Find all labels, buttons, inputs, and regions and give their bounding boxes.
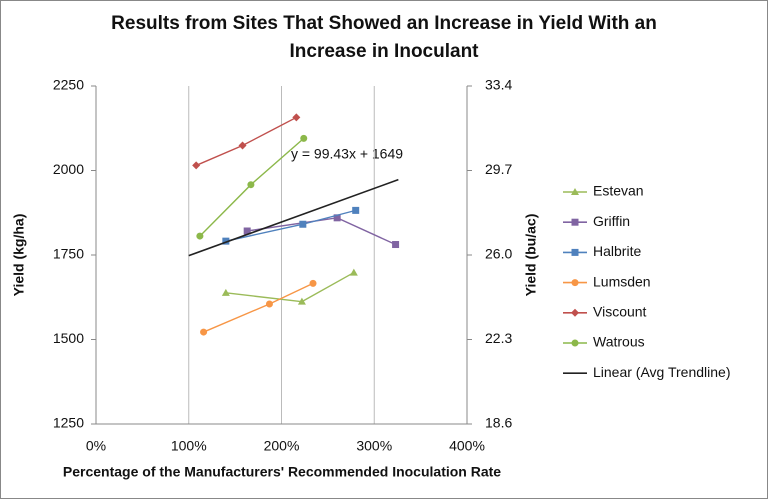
marker — [238, 141, 247, 150]
marker — [299, 220, 307, 228]
trend-equation: y = 99.43x + 1649 — [291, 146, 403, 162]
legend-label: Griffin — [593, 213, 630, 229]
marker — [349, 268, 358, 276]
marker — [392, 241, 400, 249]
marker — [292, 113, 301, 122]
y-tick-label: 1750 — [53, 246, 84, 262]
chart-title: Results from Sites That Showed an Increa… — [111, 13, 657, 62]
marker — [221, 288, 230, 296]
marker — [265, 300, 273, 308]
legend-label: Viscount — [593, 304, 647, 320]
marker — [300, 134, 308, 142]
marker — [247, 181, 255, 189]
y-tick-label: 1250 — [53, 415, 84, 431]
x-tick-label: 300% — [356, 438, 392, 454]
series-line — [188, 178, 399, 257]
y2-tick-label: 18.6 — [485, 415, 512, 431]
marker — [571, 218, 579, 226]
marker — [243, 227, 251, 235]
series-line — [225, 271, 355, 303]
y2-tick-label: 33.4 — [485, 77, 512, 93]
legend-label: Lumsden — [593, 273, 651, 289]
y2-axis-label: Yield (bu/ac) — [523, 214, 539, 297]
marker — [571, 248, 579, 256]
series-line — [225, 209, 356, 242]
marker — [297, 297, 306, 305]
legend-label: Estevan — [593, 183, 644, 199]
marker — [571, 279, 579, 287]
y-tick-label: 2000 — [53, 161, 84, 177]
y-tick-label: 2250 — [53, 77, 84, 93]
marker — [196, 232, 204, 240]
marker — [200, 328, 208, 336]
marker — [333, 214, 341, 222]
marker — [309, 279, 317, 287]
marker — [222, 237, 230, 245]
legend-label: Halbrite — [593, 243, 641, 259]
legend-label: Linear (Avg Trendline) — [593, 364, 730, 380]
marker — [571, 308, 579, 317]
x-axis-label: Percentage of the Manufacturers' Recomme… — [63, 464, 501, 480]
y2-tick-label: 22.3 — [485, 330, 512, 346]
y-axis-label: Yield (kg/ha) — [11, 214, 27, 297]
marker — [352, 206, 360, 214]
marker — [571, 188, 579, 195]
y2-tick-label: 29.7 — [485, 161, 512, 177]
x-tick-label: 0% — [86, 438, 106, 454]
y2-tick-label: 26.0 — [485, 246, 512, 262]
x-tick-label: 100% — [171, 438, 207, 454]
marker — [571, 339, 579, 347]
legend-label: Watrous — [593, 334, 645, 350]
x-tick-label: 200% — [264, 438, 300, 454]
x-tick-label: 400% — [449, 438, 485, 454]
marker — [192, 161, 201, 170]
y-tick-label: 1500 — [53, 330, 84, 346]
series-line — [203, 282, 314, 333]
